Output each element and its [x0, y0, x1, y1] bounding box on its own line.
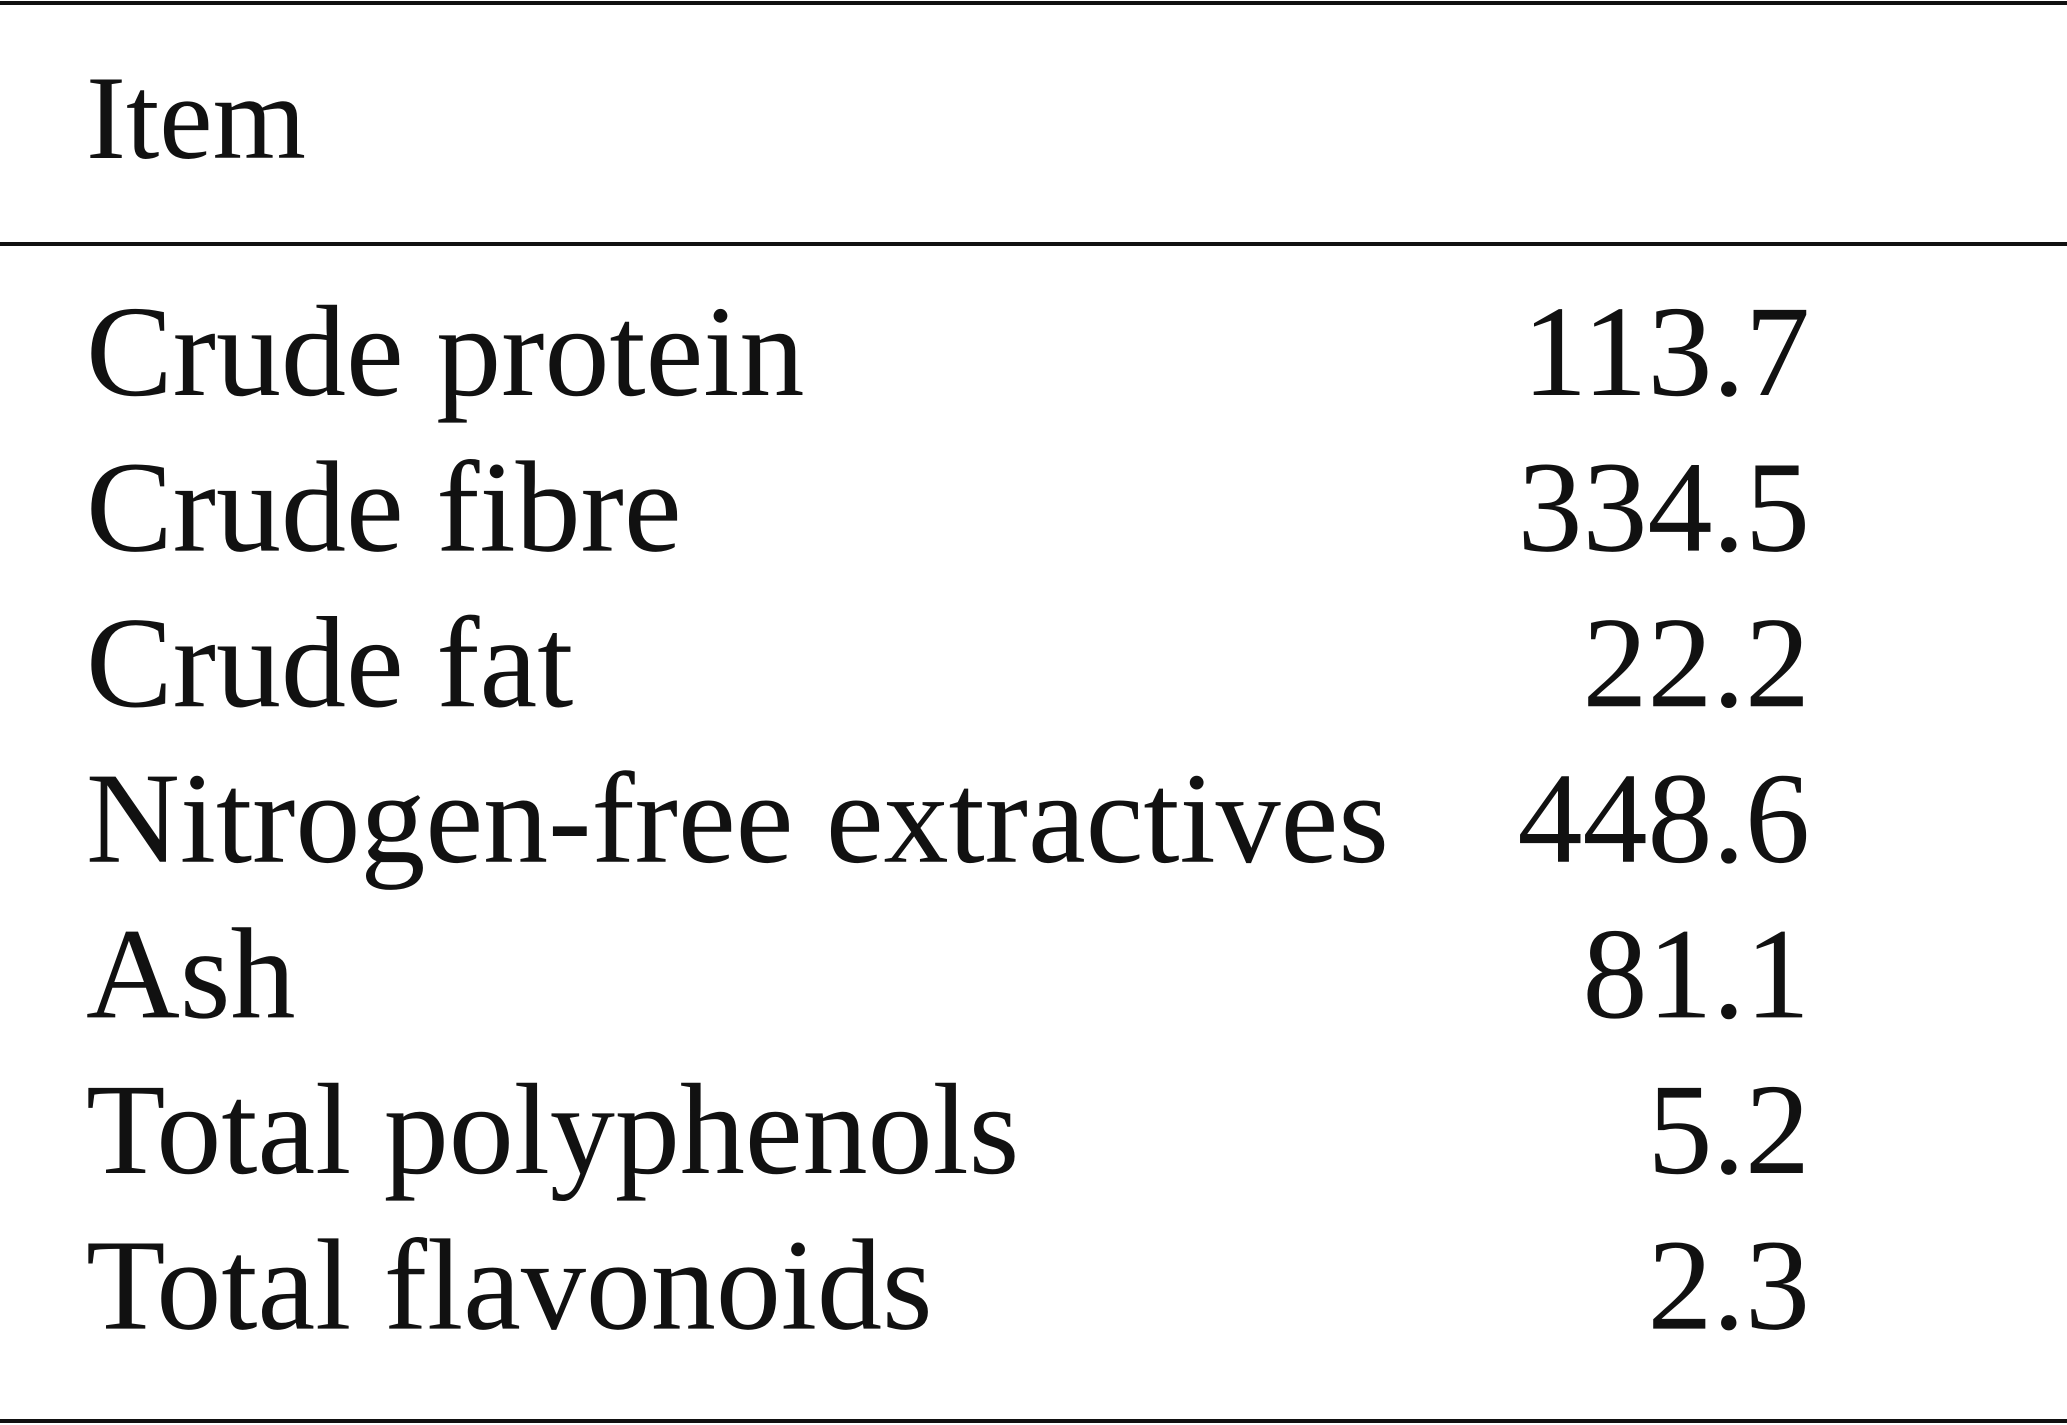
row-value: 81.1: [1583, 902, 1811, 1046]
row-value: 334.5: [1518, 436, 1811, 580]
row-label: Crude fibre: [86, 436, 682, 580]
row-value: 2.3: [1648, 1214, 1811, 1358]
row-label: Nitrogen-free extractives: [86, 747, 1389, 891]
row-label: Total flavonoids: [86, 1214, 933, 1358]
column-header: Item: [86, 51, 306, 184]
row-value: 113.7: [1522, 280, 1810, 424]
row-label: Ash: [86, 902, 295, 1046]
row-label: Crude protein: [86, 280, 804, 424]
row-label: Total polyphenols: [86, 1058, 1019, 1202]
row-label: Crude fat: [86, 591, 573, 735]
row-value: 22.2: [1583, 591, 1811, 735]
row-value: 448.6: [1518, 747, 1811, 891]
row-value: 5.2: [1648, 1058, 1811, 1202]
